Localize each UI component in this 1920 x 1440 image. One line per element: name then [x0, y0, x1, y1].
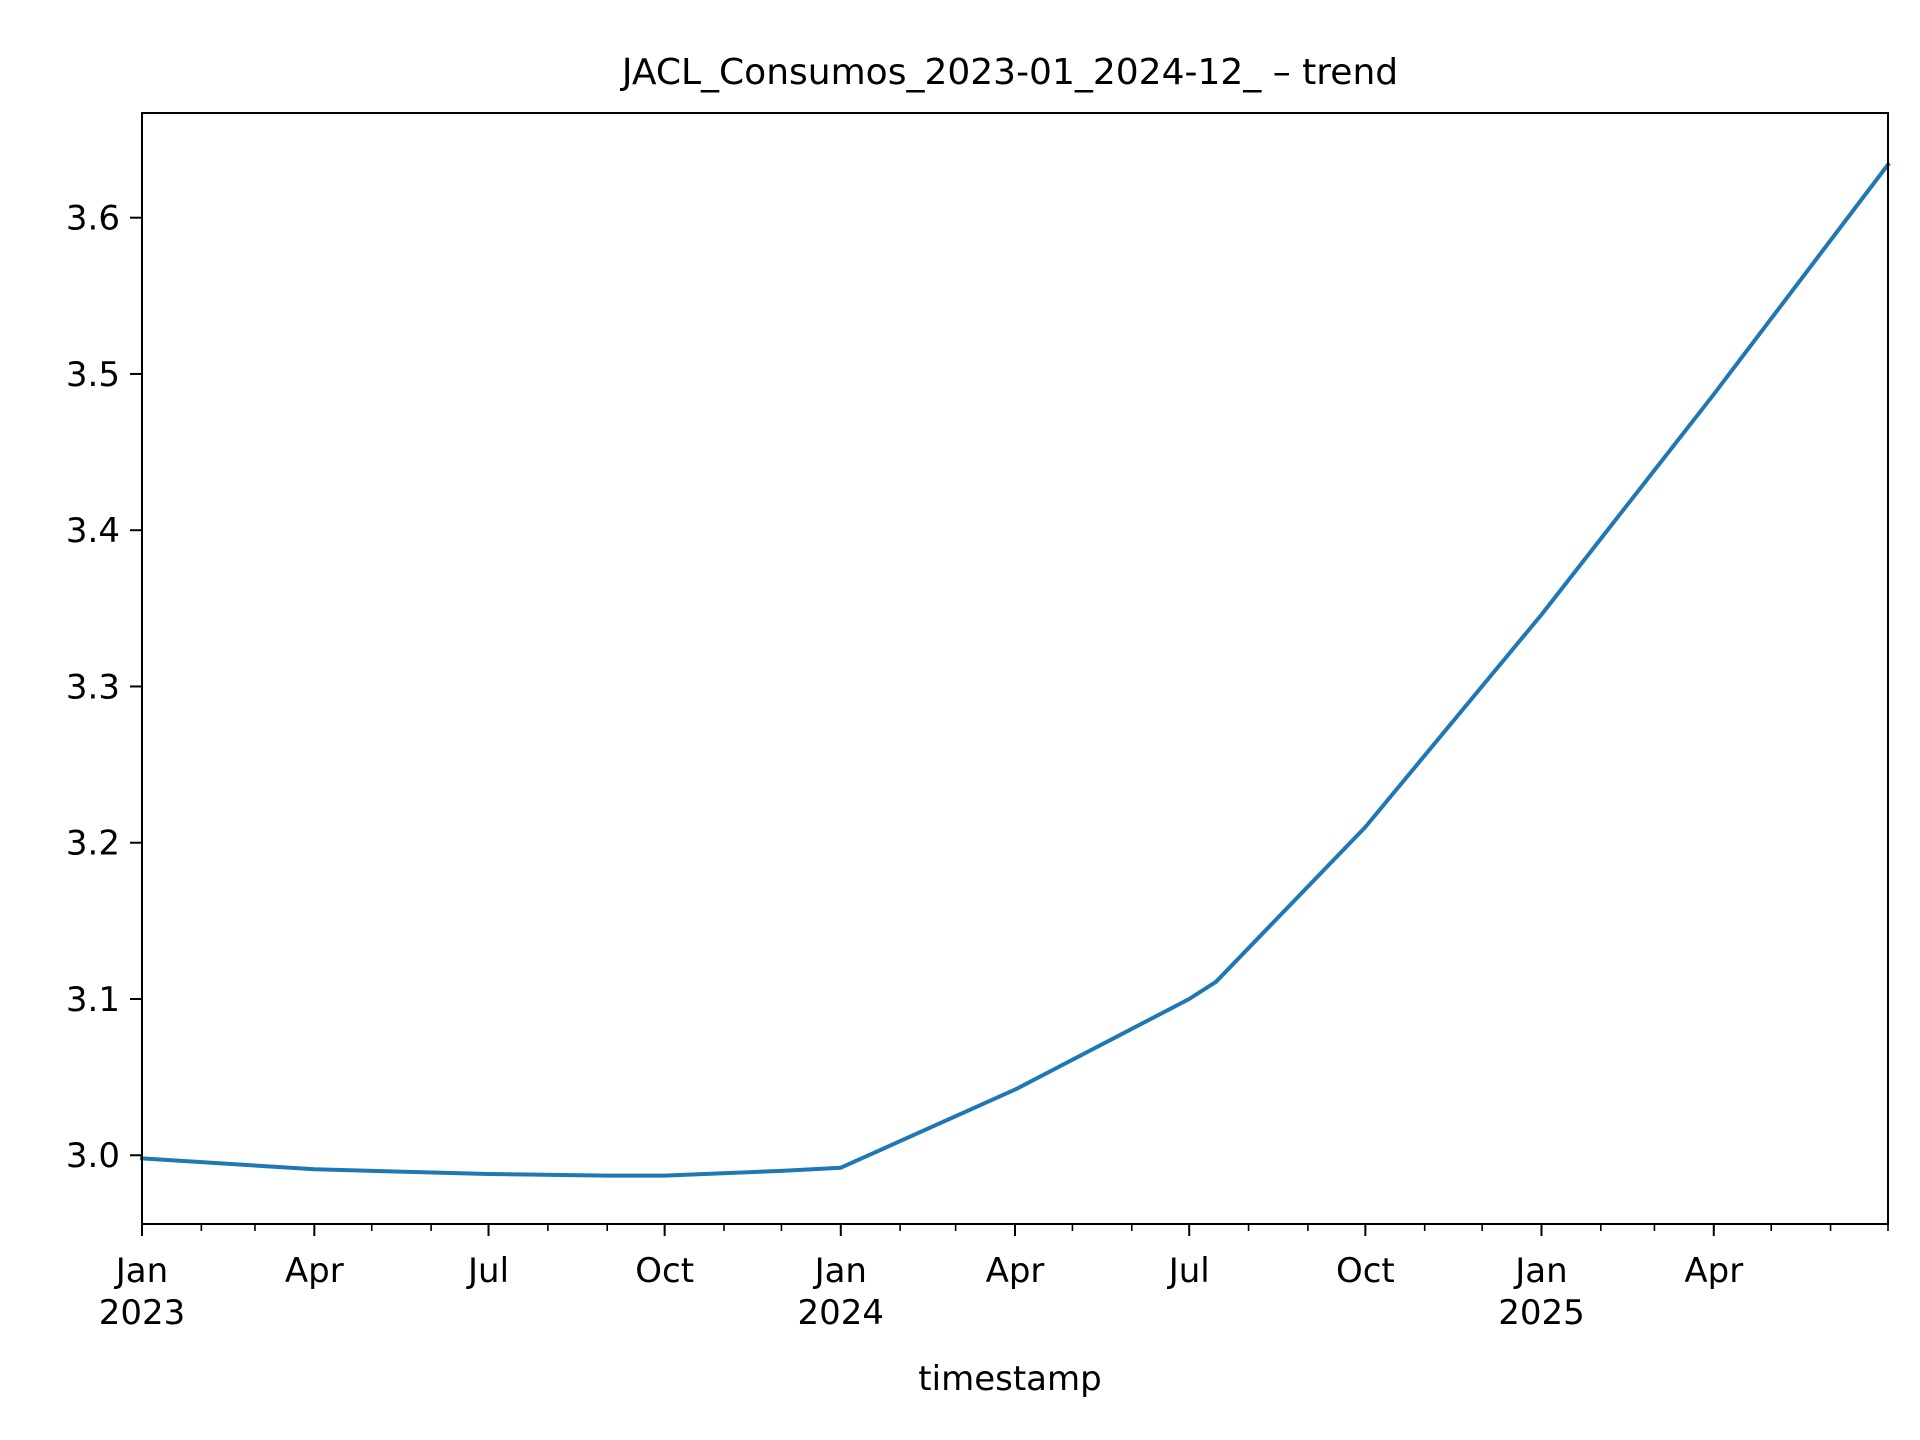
- x-tick-label: Jan: [813, 1251, 867, 1291]
- x-tick-label: Apr: [986, 1251, 1045, 1291]
- x-axis-label: timestamp: [918, 1359, 1101, 1399]
- x-tick-label: Oct: [1336, 1251, 1395, 1291]
- x-tick-year-label: 2023: [99, 1293, 186, 1333]
- series-layer: [139, 161, 1891, 1178]
- y-tick-label: 3.2: [66, 824, 120, 864]
- series-line-0: [139, 161, 1891, 1178]
- x-tick-year-label: 2024: [798, 1293, 885, 1333]
- x-tick-label: Jul: [466, 1251, 509, 1291]
- y-axis: 3.0 3.1 3.2 3.3 3.4 3.5 3.6: [66, 199, 142, 1176]
- x-tick-label: Apr: [1684, 1251, 1743, 1291]
- x-tick-label: Jan: [1513, 1251, 1567, 1291]
- x-tick-label: Jan: [114, 1251, 168, 1291]
- y-tick-label: 3.1: [66, 980, 120, 1020]
- chart-title: JACL_Consumos_2023-01_2024-12_ – trend: [620, 52, 1398, 93]
- y-tick-label: 3.5: [66, 355, 120, 395]
- y-tick-label: 3.6: [66, 199, 120, 239]
- y-tick-label: 3.4: [66, 511, 120, 551]
- y-tick-label: 3.3: [66, 667, 120, 707]
- x-tick-label: Oct: [635, 1251, 694, 1291]
- x-tick-label: Jul: [1167, 1251, 1210, 1291]
- x-tick-year-label: 2025: [1498, 1293, 1585, 1333]
- x-tick-label: Apr: [285, 1251, 344, 1291]
- y-tick-label: 3.0: [66, 1136, 120, 1176]
